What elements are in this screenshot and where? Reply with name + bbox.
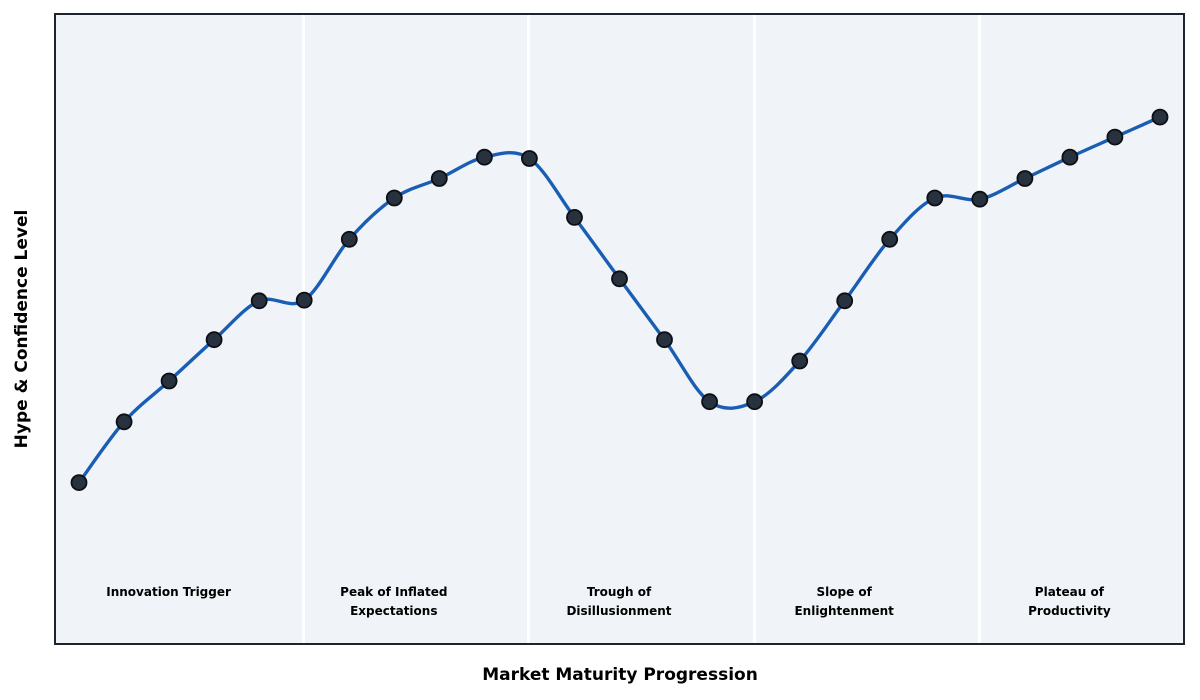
phase-label-2: Peak of Inflated Expectations: [340, 585, 448, 618]
phase-separator-3: [752, 15, 756, 643]
plot-area: Innovation Trigger Peak of Inflated Expec…: [54, 13, 1185, 645]
phase-separator-2: [527, 15, 531, 643]
phase-label-3: Trough of Disillusionment: [566, 585, 672, 618]
y-axis-label: Hype & Confidence Level: [12, 209, 32, 449]
phase-label-4: Slope of Enlightenment: [794, 585, 894, 618]
phase-separator-4: [977, 15, 981, 643]
phase-label-1: Innovation Trigger: [106, 585, 231, 599]
phase-separator-1: [302, 15, 306, 643]
x-axis-label: Market Maturity Progression: [482, 665, 758, 685]
phase-label-5: Plateau of Productivity: [1028, 585, 1111, 618]
